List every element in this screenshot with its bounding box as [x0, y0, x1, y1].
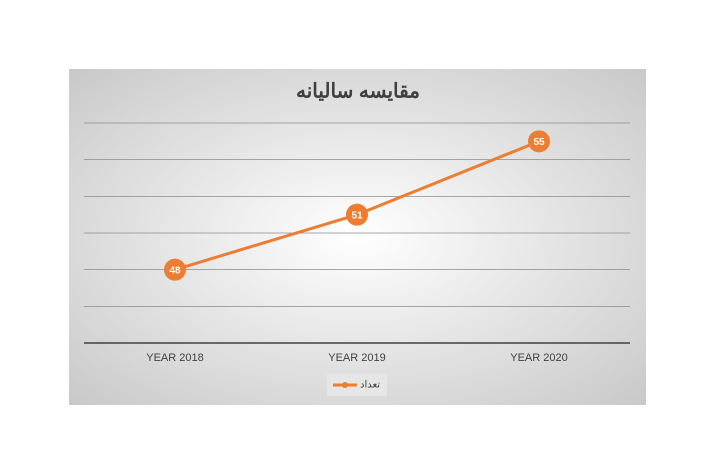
legend-marker [342, 382, 348, 388]
legend-label: تعداد [360, 380, 380, 391]
data-label: 48 [169, 265, 181, 276]
marker [346, 203, 368, 226]
x-tick-label: YEAR 2018 [146, 352, 203, 364]
marker [528, 130, 550, 153]
chart-title: مقایسه سالیانه [296, 80, 420, 102]
data-label: 51 [351, 210, 363, 221]
x-tick-label: YEAR 2020 [510, 352, 567, 364]
data-label: 55 [533, 137, 545, 148]
chart-area [69, 69, 646, 405]
marker [164, 258, 186, 281]
x-tick-label: YEAR 2019 [328, 352, 385, 364]
